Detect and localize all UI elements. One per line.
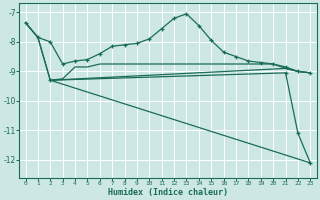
- X-axis label: Humidex (Indice chaleur): Humidex (Indice chaleur): [108, 188, 228, 197]
